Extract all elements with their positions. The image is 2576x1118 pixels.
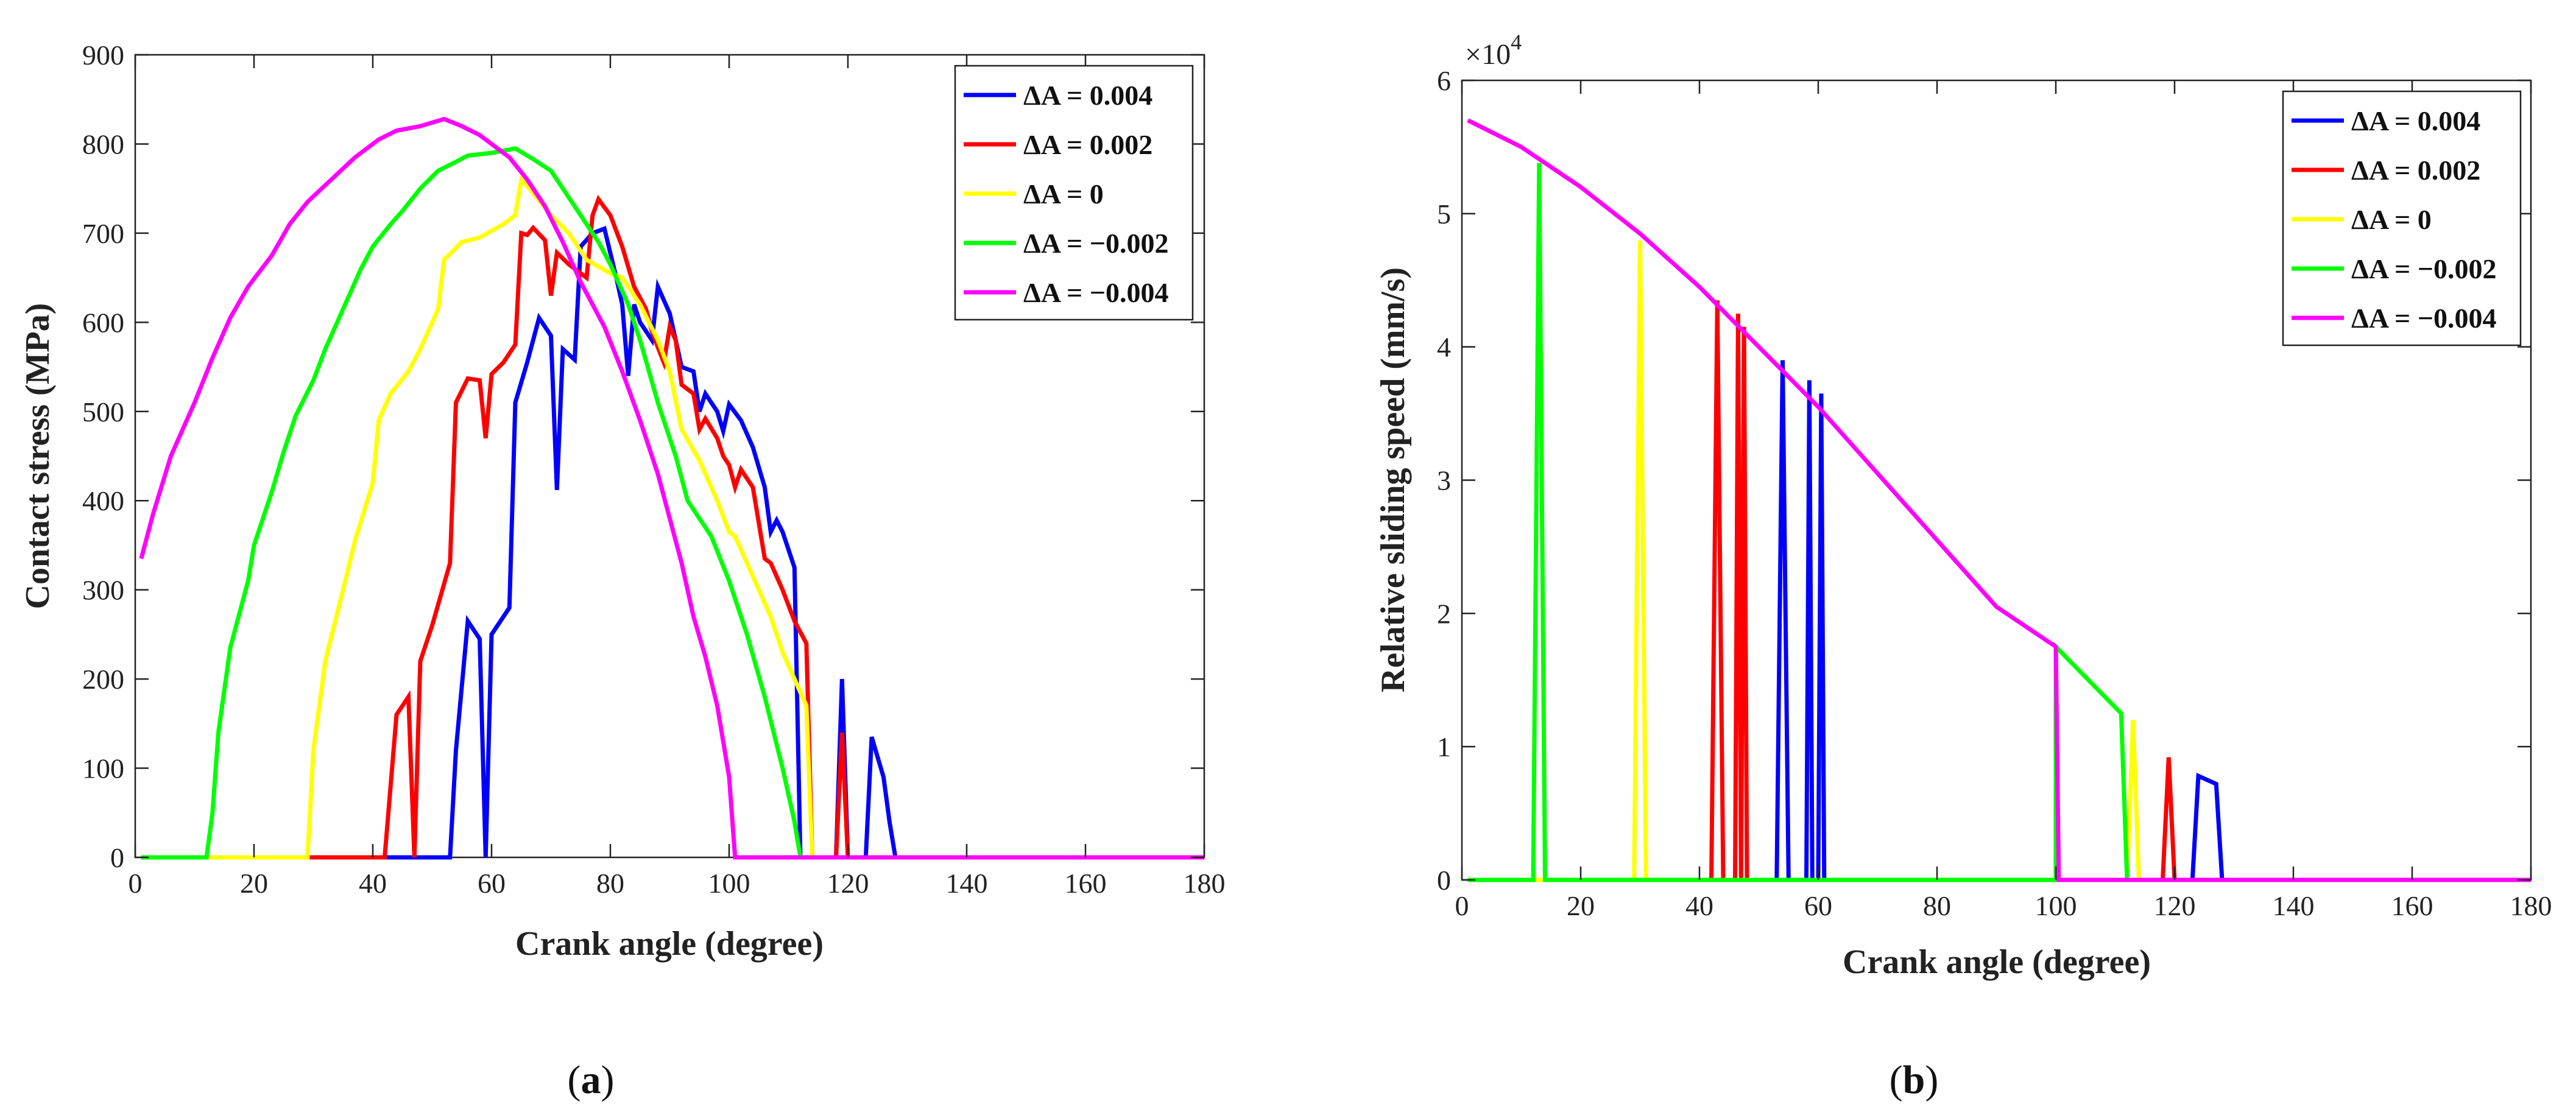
a-legend-label-1: ΔA = 0.004 [1023,80,1152,111]
panel-a-y-axis-label: Contact stress (MPa) [19,303,57,610]
a-series-line-2 [141,194,1204,860]
b-legend-label-2: ΔA = 0.002 [2351,155,2480,186]
b-y-tick-label: 6 [1437,65,1451,96]
panel-a-caption: (a) [568,1058,615,1102]
a-series-line-3 [141,175,1204,860]
b-x-tick-label: 40 [1685,890,1713,921]
a-series-line-5 [139,116,1204,860]
b-legend-label-1: ΔA = 0.004 [2351,105,2480,136]
a-legend-label-4: ΔA = −0.002 [1023,228,1168,259]
b-x-tick-label: 80 [1923,890,1951,921]
a-x-tick-label: 20 [240,868,268,899]
panel-a-ticks: 0 20 40 60 80 100 120 140 160 180 0 100 200 300 400 500… [82,40,1226,899]
a-legend-label-3: ΔA = 0 [1023,178,1104,209]
b-y-tick-label: 4 [1437,332,1451,363]
b-x-tick-label: 0 [1455,890,1469,921]
panel-b-y-multiplier: ×104 [1465,30,1522,71]
panel-b-x-axis-label: Crank angle (degree) [1843,943,2151,981]
a-x-tick-label: 140 [946,868,988,899]
panel-b-caption-letter: b [1903,1058,1925,1102]
a-x-tick-label: 120 [827,868,869,899]
b-x-tick-label: 20 [1567,890,1595,921]
b-x-tick-label: 120 [2154,890,2196,921]
a-series-line-4 [141,146,1204,860]
b-legend-label-3: ΔA = 0 [2351,204,2432,235]
panel-a-series-group [139,116,1204,860]
a-x-tick-label: 180 [1184,868,1226,899]
b-y-tick-label: 5 [1437,199,1451,230]
b-y-tick-label: 0 [1437,865,1451,896]
panel-b-caption: (b) [1890,1058,1939,1102]
b-x-tick-label: 180 [2510,890,2552,921]
panel-a-x-axis-label: Crank angle (degree) [515,925,824,963]
a-y-tick-label: 500 [82,396,124,427]
panel-a-chart: 0 20 40 60 80 100 120 140 160 180 0 100 200 300 400 500… [19,40,1226,1102]
a-x-tick-label: 160 [1065,868,1107,899]
panel-b-y-multiplier-base: ×10 [1465,38,1511,71]
b-x-tick-label: 140 [2273,890,2315,921]
a-y-tick-label: 100 [82,753,124,784]
panel-b-ticks: 0 20 40 60 80 100 120 140 160 180 0 1 2 3 4 5 6 [1437,65,2552,921]
b-x-tick-label: 160 [2391,890,2433,921]
b-y-tick-label: 3 [1437,465,1451,496]
panel-a-legend: ΔA = 0.004 ΔA = 0.002 ΔA = 0 ΔA = −0.002 ΔA … [954,65,1194,321]
a-y-tick-label: 700 [82,218,124,249]
b-legend-label-4: ΔA = −0.002 [2351,253,2496,284]
panel-b-y-multiplier-exp: 4 [1511,30,1522,54]
a-y-tick-label: 300 [82,575,124,606]
b-x-tick-label: 60 [1804,890,1832,921]
a-x-tick-label: 0 [129,868,143,899]
a-y-tick-label: 900 [82,40,124,71]
panel-b-legend: ΔA = 0.004 ΔA = 0.002 ΔA = 0 ΔA = −0.002 ΔA … [2282,90,2522,346]
a-legend-label-2: ΔA = 0.002 [1023,129,1152,160]
a-y-tick-label: 600 [82,307,124,338]
a-legend-label-5: ΔA = −0.004 [1023,277,1168,308]
a-x-tick-label: 40 [359,868,387,899]
b-legend-label-5: ΔA = −0.004 [2351,303,2496,334]
panel-a-caption-letter: a [581,1058,601,1102]
a-y-tick-label: 800 [82,128,124,160]
a-x-tick-label: 100 [708,868,750,899]
b-y-tick-label: 1 [1437,731,1451,762]
a-x-tick-label: 60 [478,868,506,899]
b-y-tick-label: 2 [1437,598,1451,629]
a-y-tick-label: 400 [82,485,124,516]
b-x-tick-label: 100 [2035,890,2077,921]
b-series-line-5 [1467,118,2531,882]
a-y-tick-label: 0 [110,842,124,873]
a-x-tick-label: 80 [596,868,624,899]
a-y-tick-label: 200 [82,664,124,695]
panel-b-y-axis-label: Relative sliding speed (mm/s) [1374,267,1412,692]
